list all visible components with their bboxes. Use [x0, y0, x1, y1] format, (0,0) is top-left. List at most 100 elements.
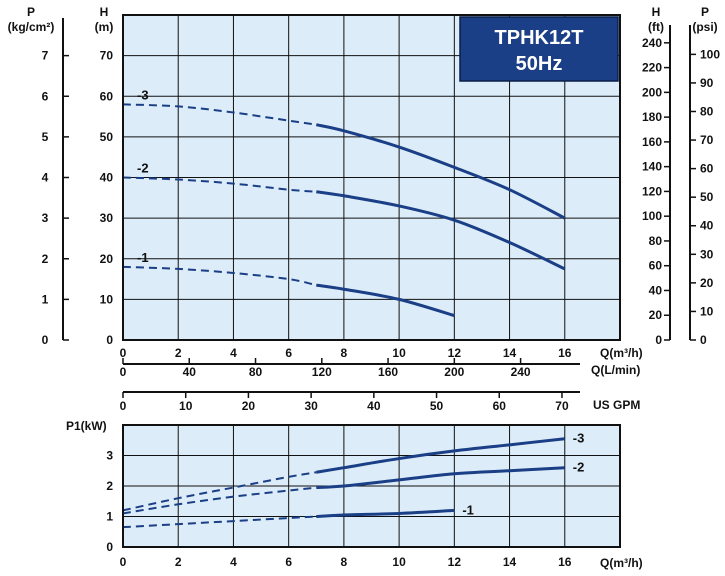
us-gpm-tick-label: 0 [120, 399, 127, 413]
power-q-tick-label: 6 [285, 555, 292, 569]
h-ft-tick-label: 100 [642, 209, 662, 223]
q-m3h-ticks: 0 2 4 6 8 10 12 14 16 [120, 346, 572, 360]
power-q-tick-label: 16 [558, 555, 572, 569]
h-ft-tick-label: 140 [642, 160, 662, 174]
h-m-axis-title: H [100, 5, 109, 19]
p1-tick-label: 1 [106, 510, 113, 524]
head-curve-dashed [122, 103, 317, 126]
p-kgcm2-tick-label: 0 [42, 333, 49, 347]
h-ft-tick-label: 0 [655, 333, 662, 347]
h-m-tick-label: 50 [100, 130, 114, 144]
head-series-label: -1 [137, 250, 149, 265]
q-m3h-tick-label: 10 [392, 346, 406, 360]
model-name: TPHK12T [495, 27, 584, 49]
power-q-tick-label: 2 [175, 555, 182, 569]
q-lmin-tick-label: 120 [312, 365, 332, 379]
power-curves: -3 -2 -1 [122, 431, 585, 529]
p-kgcm2-axis-title: P [27, 5, 35, 19]
p-psi-tick-label: 70 [700, 133, 714, 147]
p1-ticks: 0 1 2 3 [106, 449, 113, 555]
power-plot-border [122, 424, 621, 548]
q-lmin-tick-label: 200 [444, 365, 464, 379]
power-curve-dashed [122, 515, 317, 529]
h-ft-tick-label: 180 [642, 110, 662, 124]
power-curve-dashed [122, 486, 317, 515]
q-m3h-axis-title-top: Q(m³/h) [600, 346, 643, 360]
p-psi-tick-label: 30 [700, 247, 714, 261]
h-m-axis-unit: (m) [95, 20, 114, 34]
h-ft-tick-label: 80 [649, 234, 663, 248]
p-psi-axis-unit: (psi) [692, 20, 717, 34]
us-gpm-axis-title: US GPM [593, 398, 640, 412]
us-gpm-tick-label: 70 [555, 399, 569, 413]
h-ft-tick-label: 120 [642, 184, 662, 198]
q-m3h-tick-label: 8 [341, 346, 348, 360]
title-box [459, 16, 619, 82]
q-lmin-tick-label: 40 [183, 365, 197, 379]
head-curve-dashed [122, 265, 317, 287]
us-gpm-tick-label: 50 [430, 399, 444, 413]
power-series-label: -1 [462, 502, 474, 517]
head-curve-solid [315, 123, 566, 220]
p1-tick-label: 2 [106, 479, 113, 493]
h-ft-tick-label: 160 [642, 135, 662, 149]
power-curve-solid [316, 466, 565, 490]
us-gpm-tick-label: 20 [242, 399, 256, 413]
p-psi-tick-label: 100 [700, 47, 720, 61]
h-ft-tick-label: 40 [649, 283, 663, 297]
h-m-tick-label: 0 [106, 333, 113, 347]
h-ft-ticks: 0 20 40 60 80 100 120 140 160 180 200 220 240 [642, 36, 670, 347]
q-lmin-ticks: 0 40 80 120 160 200 240 [120, 358, 531, 379]
p-psi-tick-label: 10 [700, 304, 714, 318]
us-gpm-tick-label: 60 [493, 399, 507, 413]
power-series-label: -2 [573, 460, 585, 475]
p-kgcm2-tick-label: 2 [42, 252, 49, 266]
q-m3h-tick-label: 16 [558, 346, 572, 360]
p-psi-tick-label: 40 [700, 219, 714, 233]
q-m3h-tick-label: 4 [230, 346, 237, 360]
p-psi-tick-label: 90 [700, 76, 714, 90]
h-ft-tick-label: 200 [642, 85, 662, 99]
h-m-tick-label: 20 [100, 252, 114, 266]
power-q-ticks: 0 2 4 6 8 10 12 14 16 [120, 555, 572, 569]
p-kgcm2-tick-label: 6 [42, 89, 49, 103]
p-psi-tick-label: 80 [700, 104, 714, 118]
h-ft-tick-label: 240 [642, 36, 662, 50]
h-ft-tick-label: 20 [649, 308, 663, 322]
p-kgcm2-tick-label: 7 [42, 49, 49, 63]
p-kgcm2-axis-unit: (kg/cm²) [8, 20, 55, 34]
power-q-tick-label: 8 [341, 555, 348, 569]
power-curve-solid [316, 508, 455, 518]
power-series-label: -3 [573, 431, 585, 446]
head-curves: -3 -2 -1 [122, 87, 566, 318]
q-lmin-tick-label: 80 [249, 365, 263, 379]
head-curve-dashed [122, 176, 317, 193]
head-plot-border [122, 14, 621, 341]
us-gpm-tick-label: 10 [179, 399, 193, 413]
h-ft-axis-title: H [652, 5, 661, 19]
p1-tick-label: 0 [106, 540, 113, 554]
q-lmin-tick-label: 160 [378, 365, 398, 379]
head-series-label: -3 [137, 87, 149, 102]
power-q-tick-label: 10 [392, 555, 406, 569]
us-gpm-ticks: 0 10 20 30 40 50 60 70 [120, 392, 569, 413]
head-curve-solid [316, 283, 455, 318]
power-q-tick-label: 4 [230, 555, 237, 569]
h-m-tick-label: 40 [100, 171, 114, 185]
p-psi-ticks: 0 10 20 30 40 50 60 70 80 90 100 [690, 47, 720, 347]
q-m3h-tick-label: 14 [503, 346, 517, 360]
q-m3h-tick-label: 6 [285, 346, 292, 360]
p1-tick-label: 3 [106, 449, 113, 463]
p-psi-axis-title: P [701, 5, 709, 19]
power-curve-solid [316, 437, 565, 474]
power-q-tick-label: 12 [448, 555, 462, 569]
h-m-tick-label: 10 [100, 292, 114, 306]
frequency-label: 50Hz [516, 53, 563, 75]
h-m-tick-label: 60 [100, 89, 114, 103]
p-kgcm2-tick-label: 3 [42, 211, 49, 225]
q-lmin-axis-title: Q(L/min) [591, 363, 640, 377]
q-m3h-tick-label: 0 [120, 346, 127, 360]
p-kgcm2-ticks: 0 1 2 3 4 5 6 7 [42, 49, 69, 347]
p-kgcm2-tick-label: 5 [42, 130, 49, 144]
